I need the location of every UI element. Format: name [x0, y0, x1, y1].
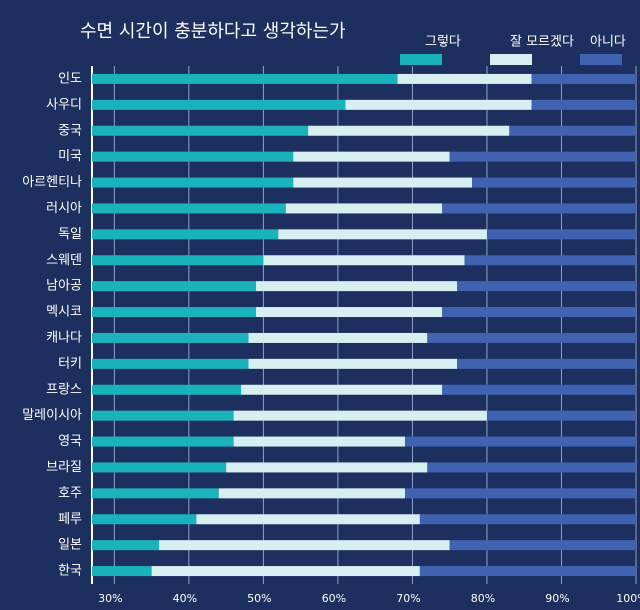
bar-segment — [248, 332, 428, 343]
y-tick-label: 스웨덴 — [46, 253, 82, 268]
y-tick-label: 프랑스 — [46, 382, 82, 397]
y-tick-label: 한국 — [58, 564, 82, 579]
bar-segment — [427, 462, 636, 473]
bar-segment — [92, 358, 249, 369]
legend-label: 잘 모르겠다 — [510, 35, 574, 50]
bar-segment — [293, 177, 473, 188]
bar-segment — [92, 410, 234, 421]
y-tick-label: 터키 — [58, 356, 82, 371]
bar-segment — [404, 488, 636, 499]
bar-segment — [457, 281, 636, 292]
y-tick-label: 멕시코 — [46, 305, 82, 320]
y-tick-label: 말레이시아 — [22, 408, 82, 423]
bar-segment — [92, 177, 294, 188]
bar-segment — [486, 229, 636, 240]
bar-segment — [419, 566, 636, 577]
bar-segment — [233, 410, 487, 421]
bar-segment — [442, 384, 636, 395]
legend-label: 아니다 — [590, 35, 626, 50]
y-tick-label: 브라질 — [46, 460, 82, 475]
x-tick-label: 70% — [396, 592, 420, 605]
bar-segment — [457, 358, 636, 369]
y-tick-label: 중국 — [58, 123, 82, 138]
y-tick-label: 캐나다 — [46, 330, 82, 345]
bar-segment — [404, 436, 636, 447]
legend-label: 그렇다 — [425, 35, 461, 50]
bar-segment — [419, 514, 636, 525]
bar-segment — [92, 332, 249, 343]
bar-segment — [159, 540, 450, 551]
bar-segment — [442, 203, 636, 214]
y-tick-label: 독일 — [58, 227, 82, 242]
bar-segment — [285, 203, 443, 214]
bar-segment — [308, 125, 510, 136]
bar-segment — [92, 540, 160, 551]
bar-segment — [92, 281, 256, 292]
bar-segment — [92, 125, 309, 136]
bar-segment — [92, 384, 242, 395]
x-tick-label: 90% — [545, 592, 569, 605]
y-tick-label: 미국 — [58, 149, 82, 164]
bar-segment — [449, 540, 636, 551]
bar-segment — [255, 281, 458, 292]
bar-segment — [196, 514, 420, 525]
bar-segment — [92, 462, 227, 473]
bar-segment — [92, 514, 197, 525]
bar-segment — [427, 332, 636, 343]
bar-segment — [531, 73, 636, 84]
bar-segment — [92, 229, 279, 240]
y-tick-label: 페루 — [58, 512, 82, 527]
bar-segment — [92, 151, 294, 162]
bar-segment — [397, 73, 532, 84]
bar-segment — [92, 73, 398, 84]
x-tick-label: 60% — [322, 592, 346, 605]
x-tick-label: 40% — [173, 592, 197, 605]
bar-segment — [218, 488, 405, 499]
bar-segment — [92, 203, 286, 214]
x-tick-label: 50% — [247, 592, 271, 605]
bar-segment — [151, 566, 420, 577]
bar-segment — [92, 436, 234, 447]
bar-segment — [255, 307, 443, 318]
bar-segment — [531, 99, 636, 110]
chart-title: 수면 시간이 충분하다고 생각하는가 — [80, 21, 346, 42]
bar-segment — [92, 99, 346, 110]
x-tick-label: 30% — [98, 592, 122, 605]
y-tick-label: 호주 — [58, 486, 82, 501]
bar-segment — [472, 177, 636, 188]
y-tick-label: 러시아 — [46, 201, 82, 216]
y-tick-label: 사우디 — [46, 97, 82, 112]
y-tick-label: 아르헨티나 — [22, 175, 82, 190]
bar-segment — [486, 410, 636, 421]
bar-segment — [92, 566, 152, 577]
x-tick-label: 100% — [616, 592, 640, 605]
bar-segment — [449, 151, 636, 162]
bar-segment — [442, 307, 636, 318]
y-tick-label: 일본 — [58, 538, 82, 553]
x-tick-label: 80% — [471, 592, 495, 605]
bar-segment — [345, 99, 532, 110]
bar-segment — [278, 229, 487, 240]
legend-swatch — [400, 54, 442, 65]
bar-segment — [293, 151, 450, 162]
bar-segment — [248, 358, 458, 369]
bar-segment — [263, 255, 465, 266]
bar-segment — [233, 436, 405, 447]
bar-segment — [241, 384, 443, 395]
bar-segment — [464, 255, 636, 266]
bar-segment — [509, 125, 636, 136]
y-tick-label: 인도 — [58, 71, 82, 86]
y-tick-label: 남아공 — [46, 279, 82, 294]
bar-segment — [92, 255, 264, 266]
bar-segment — [92, 488, 219, 499]
bar-segment — [226, 462, 428, 473]
legend-swatch — [490, 54, 532, 65]
y-tick-label: 영국 — [58, 434, 82, 449]
legend-swatch — [580, 54, 622, 65]
bar-segment — [92, 307, 256, 318]
